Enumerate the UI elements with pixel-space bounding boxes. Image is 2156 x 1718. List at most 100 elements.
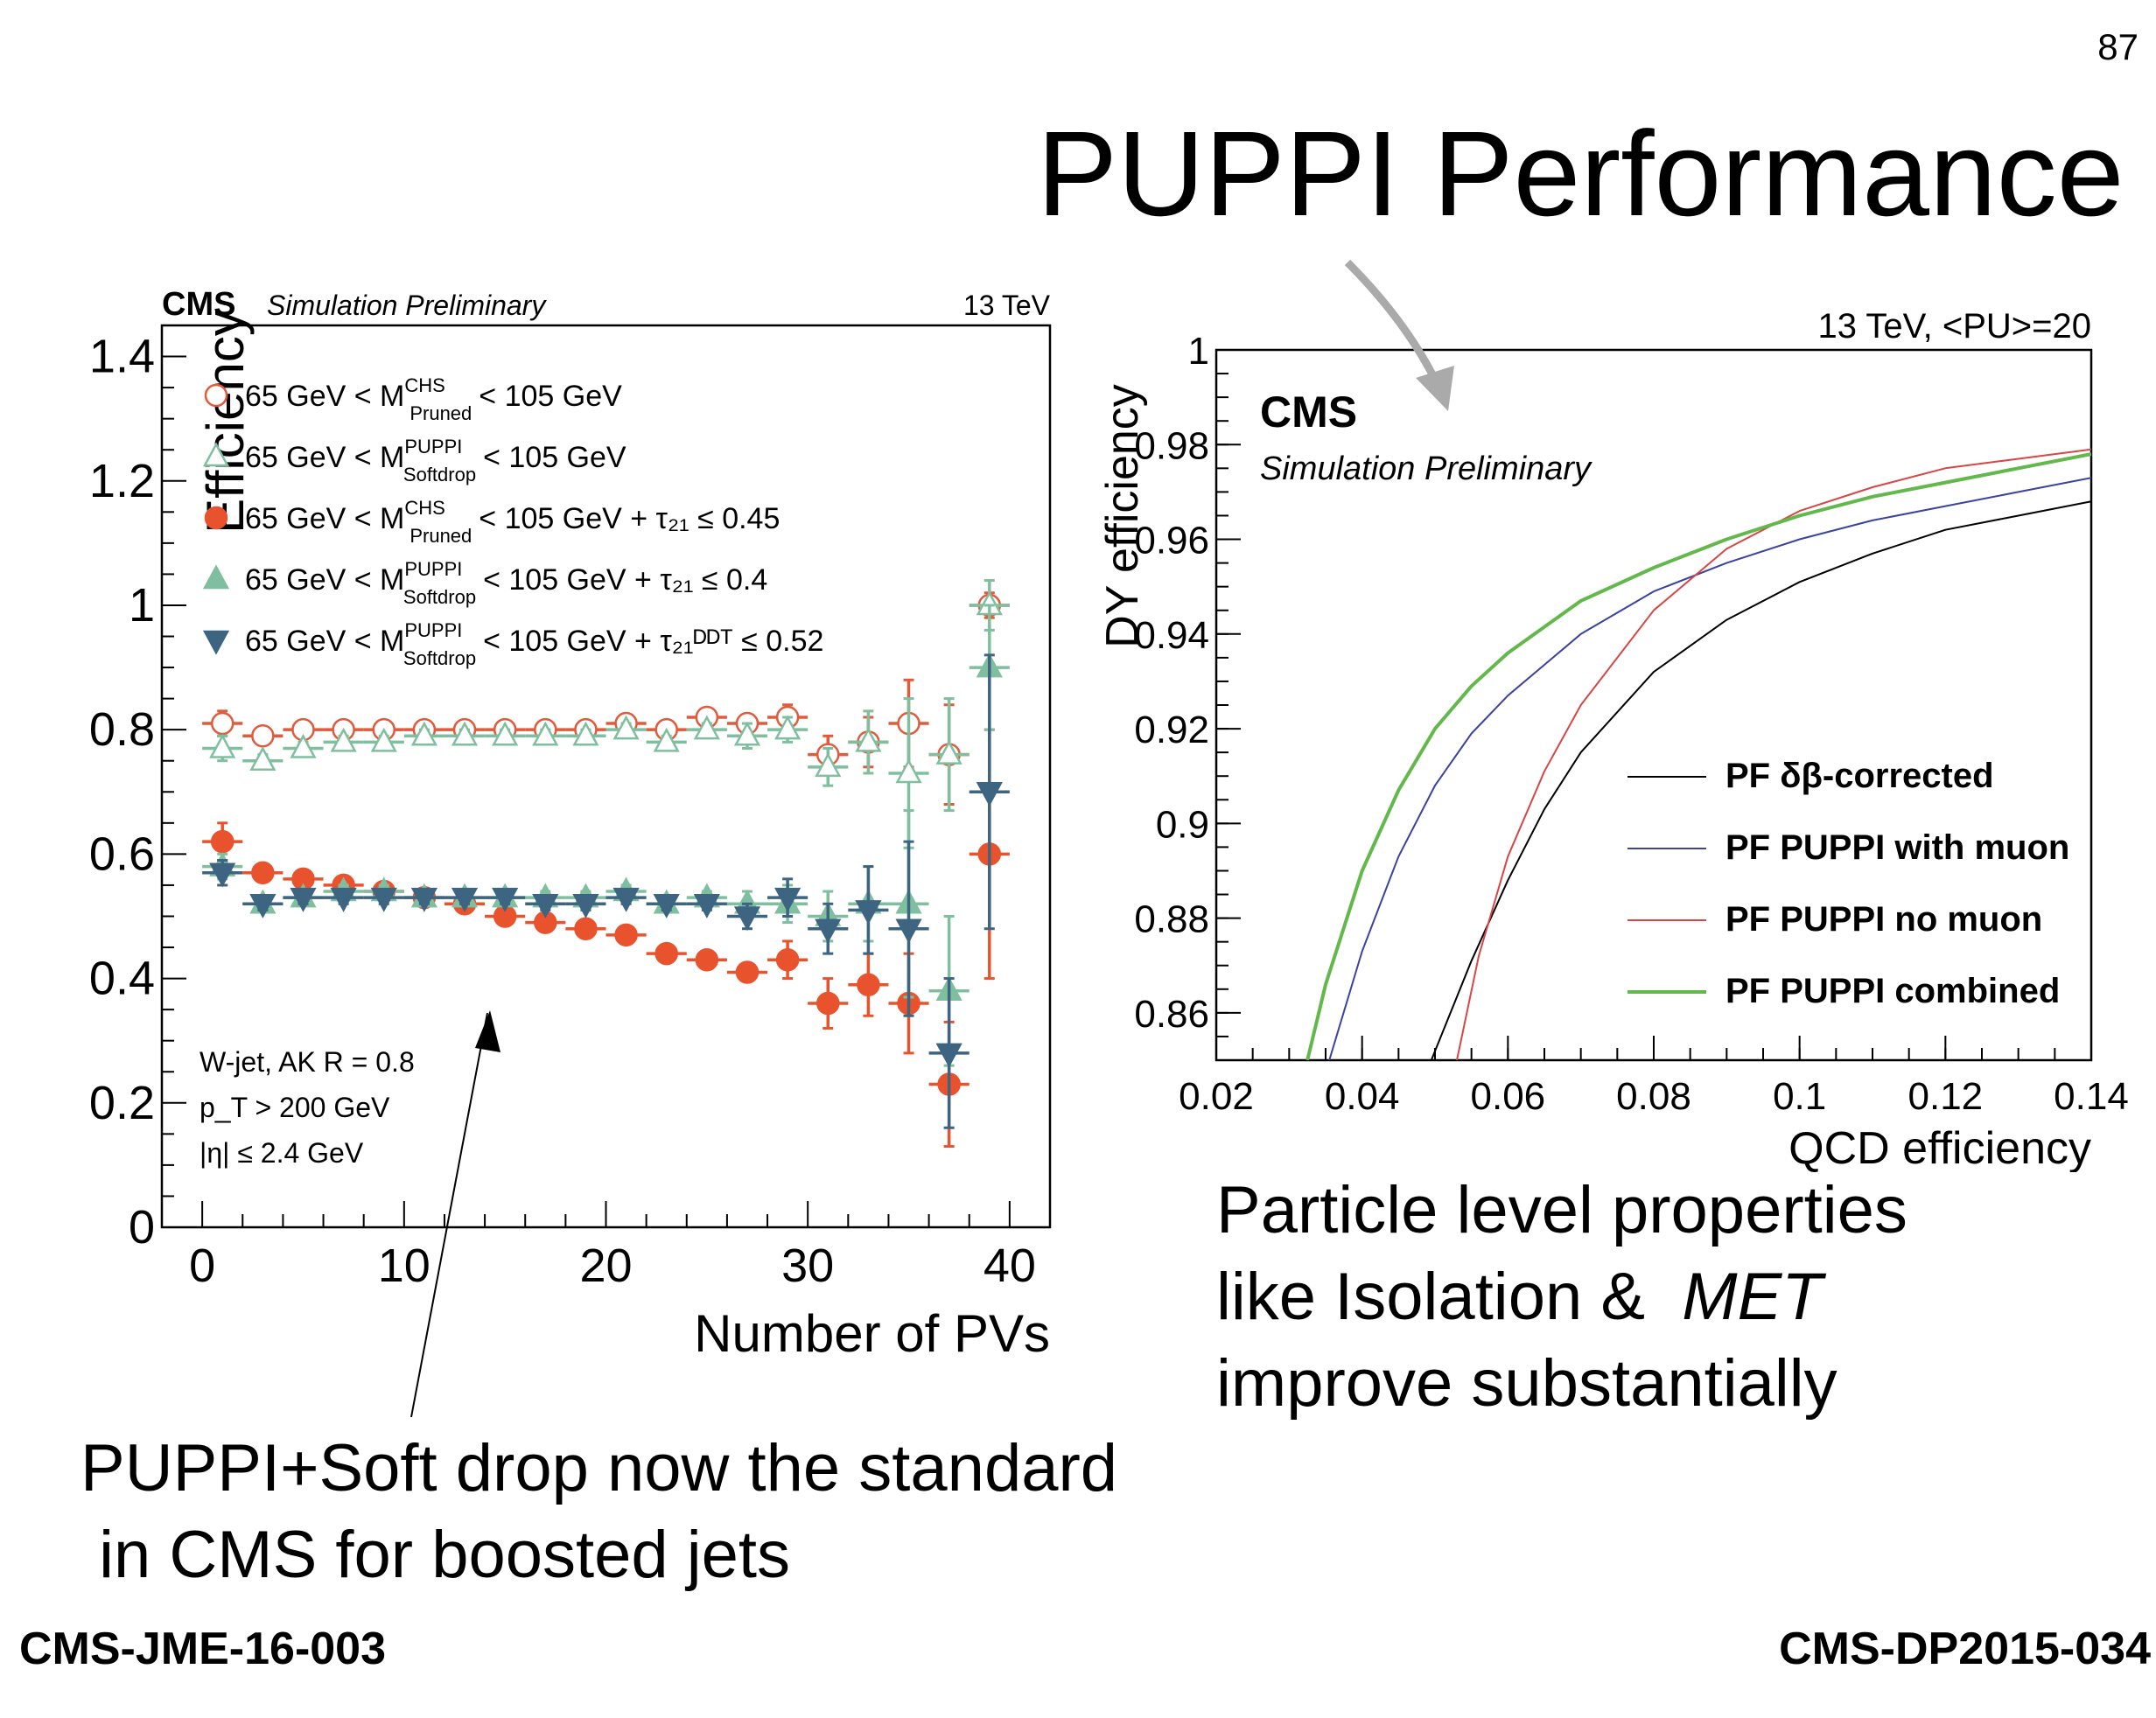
data-point: [572, 894, 599, 918]
y-tick-label: 0.9: [1156, 803, 1209, 846]
roc-curve-3: [1306, 452, 2091, 1060]
left-caption-line-1: PUPPI+Soft drop now the standard: [80, 1431, 1118, 1505]
data-point: [895, 758, 922, 784]
data-point: [855, 727, 882, 752]
data-point: [815, 752, 842, 778]
x-tick-label: 30: [781, 1240, 834, 1292]
legend-sub: Softdrop: [403, 647, 476, 669]
legend-pre: 65 GeV < M: [245, 563, 404, 597]
y-tick-label: 1.2: [89, 455, 155, 507]
data-point: [330, 727, 357, 752]
legend-pre: 65 GeV < M: [245, 625, 404, 658]
data-point: [855, 900, 882, 925]
slide-title: PUPPI Performance: [1037, 107, 2124, 241]
data-point: [612, 715, 640, 740]
data-point: [251, 861, 275, 884]
x-tick-label: 20: [579, 1240, 632, 1292]
y-tick-label: 0.94: [1134, 614, 1209, 657]
legend-marker-2: [204, 506, 228, 530]
energy-label: 13 TeV, <PU>=20: [1818, 307, 2092, 346]
data-point: [976, 782, 1003, 807]
legend-sub: Pruned: [410, 525, 472, 547]
legend-marker-4: [202, 630, 230, 655]
data-point: [895, 918, 922, 944]
data-point: [735, 960, 760, 984]
y-tick-label: 0.4: [89, 953, 155, 1005]
data-point: [733, 721, 761, 746]
y-tick-label: 0.92: [1134, 709, 1209, 751]
legend-pre: 65 GeV < M: [245, 380, 404, 413]
legend-entry-2: PF PUPPI no muon: [1726, 900, 2042, 939]
y-tick-label: 1.4: [89, 331, 155, 383]
data-point: [653, 894, 680, 918]
data-point: [210, 829, 234, 854]
legend-sub: Pruned: [410, 402, 472, 424]
y-tick-label: 0.88: [1134, 898, 1209, 941]
info-line-0: W-jet, AK R = 0.8: [200, 1046, 415, 1078]
y-tick-label: 0: [129, 1201, 155, 1254]
data-point: [816, 991, 840, 1016]
data-point: [572, 721, 599, 746]
energy-label: 13 TeV: [963, 290, 1051, 321]
legend-post: < 105 GeV: [479, 380, 622, 413]
left-caption-line-2: in CMS for boosted jets: [80, 1517, 791, 1592]
x-axis-label: Number of PVs: [694, 1304, 1050, 1363]
x-tick-label: 10: [378, 1240, 430, 1292]
legend-sub: Softdrop: [403, 464, 476, 485]
data-point: [492, 887, 519, 912]
y-tick-label: 0.86: [1134, 993, 1209, 1036]
info-line-1: p_T > 200 GeV: [200, 1092, 390, 1123]
legend-post: < 105 GeV + τ₂₁ ≤ 0.4: [483, 563, 767, 597]
data-point: [935, 739, 962, 765]
x-tick-label: 0: [189, 1240, 215, 1292]
right-caption-line-1: Particle level properties: [1216, 1173, 1908, 1247]
data-point: [774, 887, 802, 912]
y-tick-label: 1: [129, 579, 155, 632]
legend-post: < 105 GeV + τ₂₁ ≤ 0.45: [479, 502, 780, 535]
data-point: [935, 1043, 962, 1068]
right-roc-chart: 13 TeV, <PU>=20 CMS Simulation Preliminary…: [1097, 307, 2129, 1172]
legend-entry-2: 65 GeV < MCHS Pruned < 105 GeV + τ₂₁ ≤ 0.4…: [245, 497, 780, 547]
right-caption-met: MET: [1682, 1259, 1823, 1334]
legend-post: < 105 GeV: [483, 441, 626, 474]
roc-curve-1: [1328, 477, 2091, 1060]
sub-label: Simulation Preliminary: [1260, 450, 1592, 487]
legend-marker-0: [204, 383, 228, 408]
x-axis-label: QCD efficiency: [1788, 1123, 2091, 1172]
x-tick-label: 0.12: [1908, 1075, 1984, 1118]
reference-right: CMS-DP2015-034: [1779, 1624, 2151, 1674]
data-point: [614, 923, 638, 947]
x-tick-label: 0.04: [1325, 1075, 1400, 1118]
legend-entry-3: PF PUPPI combined: [1726, 972, 2060, 1010]
legend-sup: CHS: [404, 374, 444, 396]
data-point: [857, 973, 880, 996]
roc-curve-2: [1456, 448, 2091, 1060]
data-point: [209, 733, 236, 758]
left-efficiency-chart: CMS Simulation Preliminary 13 TeV 0 0.2 0.4 0.…: [89, 286, 1052, 1363]
x-tick-label: 0.06: [1471, 1075, 1546, 1118]
reference-left: CMS-JME-16-003: [19, 1624, 387, 1674]
left-caption: PUPPI+Soft drop now the standard in CMS …: [80, 1426, 1117, 1599]
legend-sup: PUPPI: [404, 619, 462, 641]
y-tick-label: 0.6: [89, 828, 155, 880]
cms-label: CMS: [162, 286, 235, 323]
data-point: [410, 721, 438, 746]
right-caption: Particle level properties like Isolation…: [1216, 1168, 1908, 1427]
y-axis-label: Efficiency: [196, 310, 255, 534]
legend-entry-1: 65 GeV < MPUPPI Softdrop < 105 GeV: [245, 436, 626, 485]
y-tick-label: 0.96: [1134, 520, 1209, 562]
info-line-2: |η| ≤ 2.4 GeV: [200, 1137, 364, 1169]
series-4: [202, 653, 1010, 1129]
data-point: [693, 894, 720, 918]
legend-sub: Softdrop: [403, 586, 476, 608]
sub-label: Simulation Preliminary: [267, 290, 547, 321]
y-axis-label: DY efficiency: [1097, 384, 1148, 648]
legend-entry-1: PF PUPPI with muon: [1726, 828, 2069, 867]
data-point: [210, 711, 234, 736]
legend-pre: 65 GeV < M: [245, 502, 404, 535]
roc-curve-0: [1430, 500, 2091, 1060]
data-point: [695, 948, 719, 972]
data-point: [532, 721, 559, 746]
data-point: [251, 724, 275, 748]
right-caption-line-2: like Isolation & MET: [1216, 1254, 1908, 1341]
